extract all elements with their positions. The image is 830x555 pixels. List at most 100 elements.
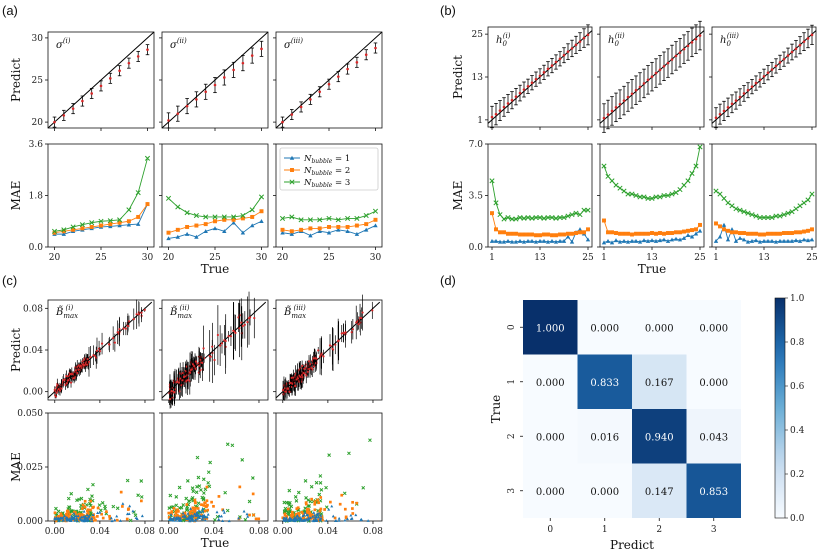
mae-point xyxy=(179,515,183,519)
mae-point xyxy=(665,238,671,243)
mae-point xyxy=(653,238,659,243)
mae-point xyxy=(188,519,192,523)
pred-point xyxy=(285,387,289,390)
mae-point xyxy=(89,224,94,229)
legend-label: Nbubble = 2 xyxy=(303,166,350,177)
mae-point xyxy=(212,214,218,220)
mae-point xyxy=(186,512,190,515)
pred-point xyxy=(360,317,363,320)
mae-point xyxy=(494,227,498,232)
mae-point xyxy=(366,519,370,522)
mae-point xyxy=(200,503,203,507)
mae-point xyxy=(227,519,231,523)
x-tick-label: 0 xyxy=(547,525,553,535)
mae-point xyxy=(135,221,141,226)
pred-point xyxy=(355,61,359,64)
mae-point xyxy=(108,514,111,518)
mae-point xyxy=(674,230,678,235)
heatmap-cell-value: 0.853 xyxy=(699,487,728,498)
mae-point xyxy=(181,503,186,507)
pred-point xyxy=(186,379,189,382)
mae-point xyxy=(195,455,200,460)
pred-point xyxy=(108,77,112,80)
pred-point xyxy=(181,371,185,375)
mae-point xyxy=(517,238,523,243)
mae-point xyxy=(765,215,771,221)
mae-point xyxy=(368,438,372,443)
pred-point xyxy=(606,113,610,116)
mae-point xyxy=(53,511,57,515)
pred-point xyxy=(81,363,84,366)
pred-point xyxy=(295,378,298,381)
pred-point xyxy=(774,64,778,68)
pred-point xyxy=(92,354,95,357)
mae-point xyxy=(649,195,655,201)
mae-point xyxy=(167,511,171,515)
mae-point xyxy=(641,194,647,200)
pred-point xyxy=(305,374,308,377)
mae-point xyxy=(297,512,301,515)
mae-point xyxy=(781,212,787,218)
pred-point xyxy=(718,112,722,116)
mae-point xyxy=(557,238,563,243)
mae-point xyxy=(101,516,105,520)
mae-point xyxy=(203,518,207,522)
mae-point xyxy=(541,215,547,221)
mae-point xyxy=(308,515,312,518)
pred-point xyxy=(181,379,184,382)
mae-point xyxy=(697,144,703,150)
mae-point xyxy=(213,518,217,522)
pred-point xyxy=(786,54,790,57)
mae-point xyxy=(125,512,129,516)
mae-point xyxy=(181,518,186,523)
mae-point xyxy=(312,511,316,514)
pred-point xyxy=(188,371,191,374)
mae-point xyxy=(245,512,249,516)
mae-point xyxy=(257,517,261,521)
mae-point xyxy=(327,507,331,511)
mae-point xyxy=(669,237,675,242)
subplot-title: h0(iii) xyxy=(720,32,739,48)
mae-point xyxy=(334,519,338,522)
mae-point xyxy=(761,238,767,243)
mae-point xyxy=(185,507,190,511)
mae-point xyxy=(95,515,99,518)
mae-point xyxy=(542,232,546,237)
y-tick-label: 7.0 xyxy=(469,140,484,150)
pred-point xyxy=(334,343,337,346)
pred-point xyxy=(260,47,263,51)
mae-point xyxy=(493,238,499,243)
mae-point xyxy=(350,516,354,520)
mae-point xyxy=(190,509,193,512)
mae-point xyxy=(280,227,285,232)
pred-point xyxy=(610,109,614,113)
mae-point xyxy=(303,479,308,483)
pred-point xyxy=(299,105,303,109)
x-tick-label: 0.04 xyxy=(318,527,338,537)
pred-point xyxy=(299,375,302,378)
colorbar-tick-label: 0.8 xyxy=(790,338,805,348)
mae-point xyxy=(193,518,197,522)
pred-point xyxy=(67,379,70,382)
mae-point xyxy=(301,514,305,518)
mae-point xyxy=(221,508,225,512)
mae-point xyxy=(57,517,61,521)
pred-point xyxy=(241,324,244,328)
pred-point xyxy=(317,349,320,352)
pred-point xyxy=(53,388,56,391)
mae-point xyxy=(173,514,177,518)
mae-point xyxy=(758,232,762,237)
pred-point xyxy=(69,372,72,376)
pred-point xyxy=(328,344,332,347)
mae-point xyxy=(733,206,739,212)
pred-point xyxy=(220,342,224,345)
mae-point xyxy=(179,505,184,510)
mae-point xyxy=(526,232,530,237)
mae-point xyxy=(115,506,120,511)
mae-point xyxy=(231,220,236,225)
mae-point xyxy=(283,506,288,511)
mae-point xyxy=(529,215,535,221)
mae-point xyxy=(184,496,189,501)
mae-point xyxy=(222,229,227,234)
mae-point xyxy=(135,190,141,196)
